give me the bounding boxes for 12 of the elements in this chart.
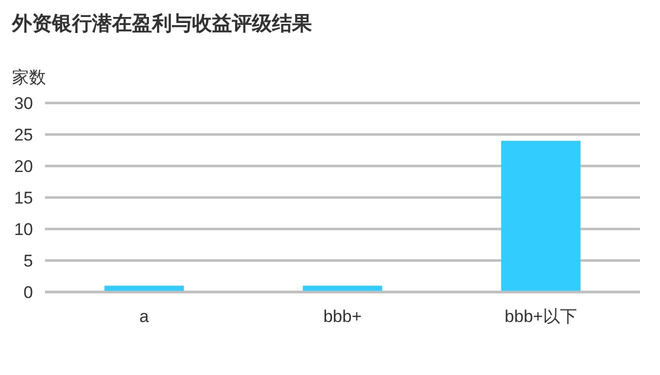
y-axis-title: 家数 bbox=[12, 68, 46, 87]
y-tick-label: 0 bbox=[24, 282, 33, 302]
y-tick-label: 15 bbox=[14, 188, 33, 208]
y-tick-label: 10 bbox=[14, 220, 33, 239]
y-tick-label: 5 bbox=[24, 251, 33, 270]
chart-title: 外资银行潜在盈利与收益评级结果 bbox=[11, 12, 313, 35]
x-tick-label: bbb+ bbox=[323, 307, 362, 326]
y-tick-label: 30 bbox=[14, 94, 33, 113]
x-tick-label: a bbox=[139, 307, 150, 326]
x-tick-label: bbb+以下 bbox=[504, 307, 577, 326]
y-tick-label: 20 bbox=[14, 156, 33, 176]
y-tick-label: 25 bbox=[14, 125, 33, 144]
